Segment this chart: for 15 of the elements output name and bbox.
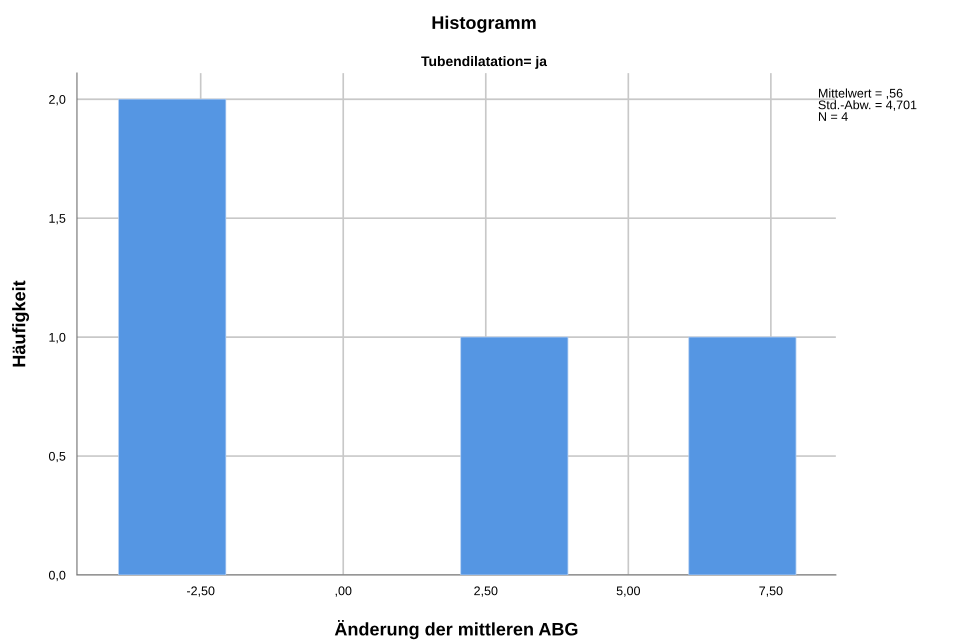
x-tick-label: ,00 (336, 586, 352, 597)
x-tick-label: 5,00 (616, 586, 640, 597)
y-tick-label: 2,0 (49, 95, 66, 106)
annotation: Mittelwert = ,56 Std.-Abw. = 4,701 N = 4 (818, 88, 916, 121)
chart-subtitle: Tubendilatation= ja (421, 56, 548, 69)
y-tick-label: 1,5 (49, 214, 66, 224)
y-tick-label: 0,0 (48, 570, 66, 582)
y-tick-label: 0,5 (48, 452, 66, 462)
x-tick-label: -2,50 (186, 586, 214, 597)
x-tick-label: 2,50 (474, 586, 498, 597)
x-tick-label: 7,50 (759, 586, 783, 597)
y-axis-title: Häufigkeit (12, 280, 30, 366)
chart-title: Histogramm (432, 16, 536, 33)
x-axis-title: Änderung der mittleren ABG (334, 620, 578, 640)
y-tick-label: 1,0 (49, 332, 66, 344)
